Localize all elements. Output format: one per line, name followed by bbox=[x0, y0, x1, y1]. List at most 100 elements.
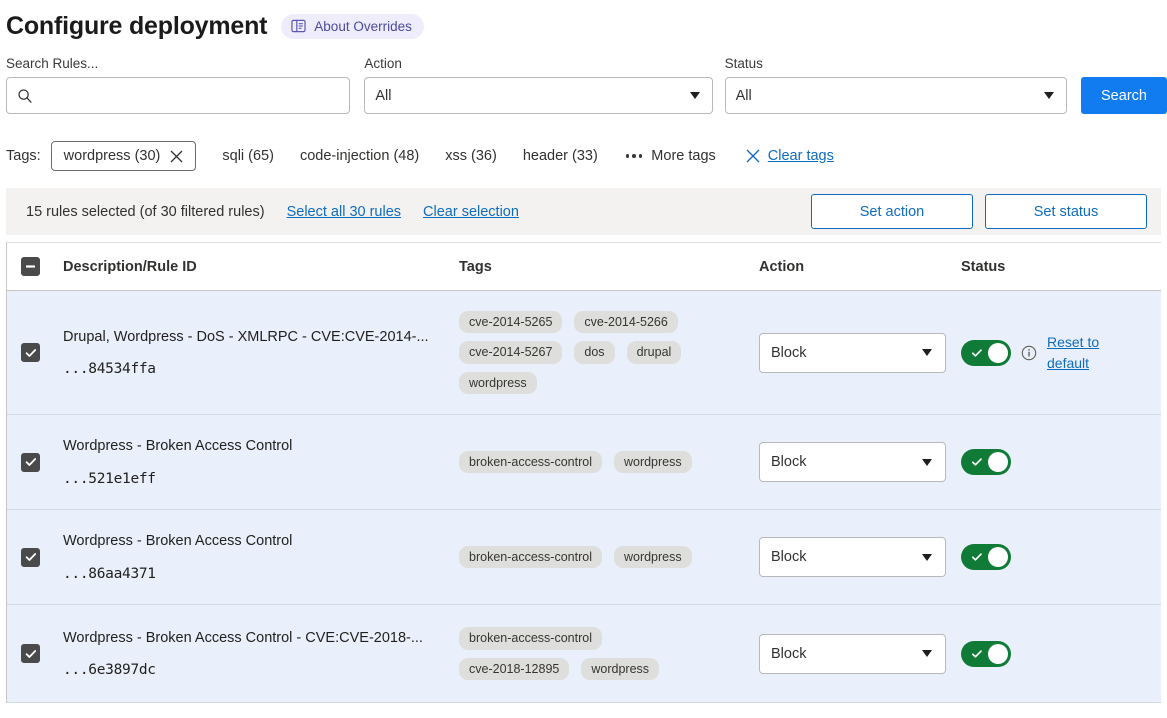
tag-pill: cve-2018-12895 bbox=[459, 657, 570, 680]
search-button[interactable]: Search bbox=[1081, 77, 1167, 114]
search-input-box[interactable] bbox=[6, 77, 351, 114]
rule-id: ...84534ffa bbox=[63, 361, 156, 378]
chevron-down-icon bbox=[1044, 92, 1054, 99]
table-row[interactable]: Wordpress - Broken Access Control ...521… bbox=[7, 415, 1161, 510]
action-dropdown[interactable]: Block bbox=[759, 442, 946, 482]
chevron-down-icon bbox=[922, 650, 932, 657]
tag-option-xss[interactable]: xss (36) bbox=[445, 148, 497, 164]
toggle-knob bbox=[988, 643, 1008, 664]
rule-description: Drupal, Wordpress - DoS - XMLRPC - CVE:C… bbox=[63, 328, 429, 345]
rule-status-cell bbox=[961, 544, 1161, 570]
status-toggle[interactable] bbox=[961, 339, 1011, 366]
row-checkbox-cell bbox=[21, 452, 63, 472]
column-header-status: Status bbox=[961, 258, 1006, 275]
tag-option-header[interactable]: header (33) bbox=[522, 148, 598, 164]
rule-status-cell bbox=[961, 449, 1161, 475]
clear-tags-button[interactable]: Clear tags bbox=[746, 148, 834, 164]
tag-chip-wordpress[interactable]: wordpress (30) bbox=[50, 141, 197, 171]
rule-description-cell: Wordpress - Broken Access Control - CVE:… bbox=[63, 629, 459, 679]
row-checkbox-cell bbox=[21, 644, 63, 663]
tags-filter-row: Tags: wordpress (30) sqli (65) code-inje… bbox=[6, 139, 1167, 173]
about-overrides-label: About Overrides bbox=[314, 18, 412, 34]
action-filter-label: Action bbox=[364, 56, 402, 71]
select-all-link[interactable]: Select all 30 rules bbox=[286, 203, 402, 220]
status-filter-field: Status All bbox=[724, 56, 1067, 114]
search-icon bbox=[17, 88, 33, 104]
page-title: Configure deployment bbox=[6, 11, 268, 40]
tag-option-code-injection[interactable]: code-injection (48) bbox=[299, 148, 420, 164]
action-filter-select[interactable]: All bbox=[364, 77, 713, 114]
more-tags-label: More tags bbox=[651, 148, 716, 164]
rule-id: ...521e1eff bbox=[63, 470, 156, 487]
column-header-action: Action bbox=[759, 258, 805, 275]
rule-description: Wordpress - Broken Access Control - CVE:… bbox=[63, 629, 423, 646]
rule-action-cell: Block bbox=[759, 537, 961, 577]
rule-status-cell: Reset to default bbox=[961, 332, 1161, 374]
action-value: Block bbox=[771, 645, 807, 662]
action-dropdown[interactable]: Block bbox=[759, 537, 946, 577]
rule-action-cell: Block bbox=[759, 332, 961, 373]
table-row[interactable]: Drupal, Wordpress - DoS - XMLRPC - CVE:C… bbox=[7, 291, 1161, 415]
rule-id: ...6e3897dc bbox=[63, 662, 156, 679]
rule-action-cell: Block bbox=[759, 633, 961, 674]
action-value: Block bbox=[771, 344, 807, 361]
rule-description-cell: Drupal, Wordpress - DoS - XMLRPC - CVE:C… bbox=[63, 328, 459, 378]
table-row[interactable]: Wordpress - Broken Access Control ...86a… bbox=[7, 510, 1161, 605]
row-checkbox[interactable] bbox=[21, 644, 40, 663]
info-icon[interactable] bbox=[1021, 345, 1037, 361]
rule-status-cell bbox=[961, 640, 1161, 667]
reset-to-default-link[interactable]: Reset to default bbox=[1047, 333, 1100, 371]
tags-label: Tags: bbox=[6, 148, 41, 164]
clear-tags-label: Clear tags bbox=[767, 148, 834, 164]
rule-description: Wordpress - Broken Access Control bbox=[63, 533, 293, 550]
selection-toolbar: 15 rules selected (of 30 filtered rules)… bbox=[6, 188, 1161, 235]
set-status-button[interactable]: Set status bbox=[985, 194, 1147, 229]
status-filter-select[interactable]: All bbox=[724, 77, 1067, 114]
header-checkbox-cell bbox=[21, 257, 63, 276]
search-rules-field: Search Rules... bbox=[6, 56, 351, 114]
row-checkbox[interactable] bbox=[21, 452, 40, 472]
search-input[interactable] bbox=[41, 87, 340, 104]
rule-description-cell: Wordpress - Broken Access Control ...86a… bbox=[63, 532, 459, 582]
row-checkbox[interactable] bbox=[21, 547, 40, 567]
rule-tags-cell: broken-access-control cve-2018-12895 wor… bbox=[459, 627, 759, 680]
table-row[interactable]: Wordpress - Broken Access Control - CVE:… bbox=[7, 605, 1161, 703]
action-filter-value: All bbox=[375, 87, 392, 104]
action-dropdown[interactable]: Block bbox=[759, 332, 946, 373]
rule-description-cell: Wordpress - Broken Access Control ...521… bbox=[63, 437, 459, 487]
tag-pill: broken-access-control bbox=[459, 627, 602, 650]
status-toggle[interactable] bbox=[961, 449, 1011, 475]
status-filter-label: Status bbox=[724, 56, 763, 71]
rule-tags-cell: cve-2014-5265 cve-2014-5266 cve-2014-526… bbox=[459, 310, 759, 395]
rule-action-cell: Block bbox=[759, 442, 961, 482]
row-checkbox[interactable] bbox=[21, 343, 40, 362]
toggle-knob bbox=[988, 547, 1008, 567]
page-header: Configure deployment About Overrides bbox=[0, 0, 1167, 44]
chevron-down-icon bbox=[922, 458, 932, 466]
tag-pill: broken-access-control bbox=[459, 545, 602, 569]
set-action-button[interactable]: Set action bbox=[811, 194, 973, 229]
tag-pill: wordpress bbox=[581, 657, 660, 680]
tag-pill: drupal bbox=[626, 341, 682, 364]
close-icon bbox=[746, 149, 760, 163]
toggle-knob bbox=[988, 342, 1008, 363]
chevron-down-icon bbox=[689, 92, 700, 99]
about-overrides-badge[interactable]: About Overrides bbox=[281, 13, 424, 39]
tag-pill: wordpress bbox=[613, 450, 692, 474]
rule-tags-cell: broken-access-control wordpress bbox=[459, 450, 759, 474]
more-tags-button[interactable]: More tags bbox=[625, 148, 716, 164]
row-checkbox-cell bbox=[21, 343, 63, 362]
tag-option-sqli[interactable]: sqli (65) bbox=[222, 148, 274, 164]
close-icon[interactable] bbox=[170, 150, 183, 163]
status-toggle[interactable] bbox=[961, 544, 1011, 570]
tag-pill: wordpress bbox=[613, 545, 692, 569]
ellipsis-icon bbox=[625, 154, 643, 158]
tag-pill: wordpress bbox=[459, 371, 537, 395]
action-dropdown[interactable]: Block bbox=[759, 633, 946, 674]
row-checkbox-cell bbox=[21, 547, 63, 567]
status-toggle[interactable] bbox=[961, 640, 1011, 667]
clear-selection-link[interactable]: Clear selection bbox=[423, 203, 519, 220]
select-all-checkbox[interactable] bbox=[21, 257, 40, 276]
action-value: Block bbox=[771, 549, 807, 565]
